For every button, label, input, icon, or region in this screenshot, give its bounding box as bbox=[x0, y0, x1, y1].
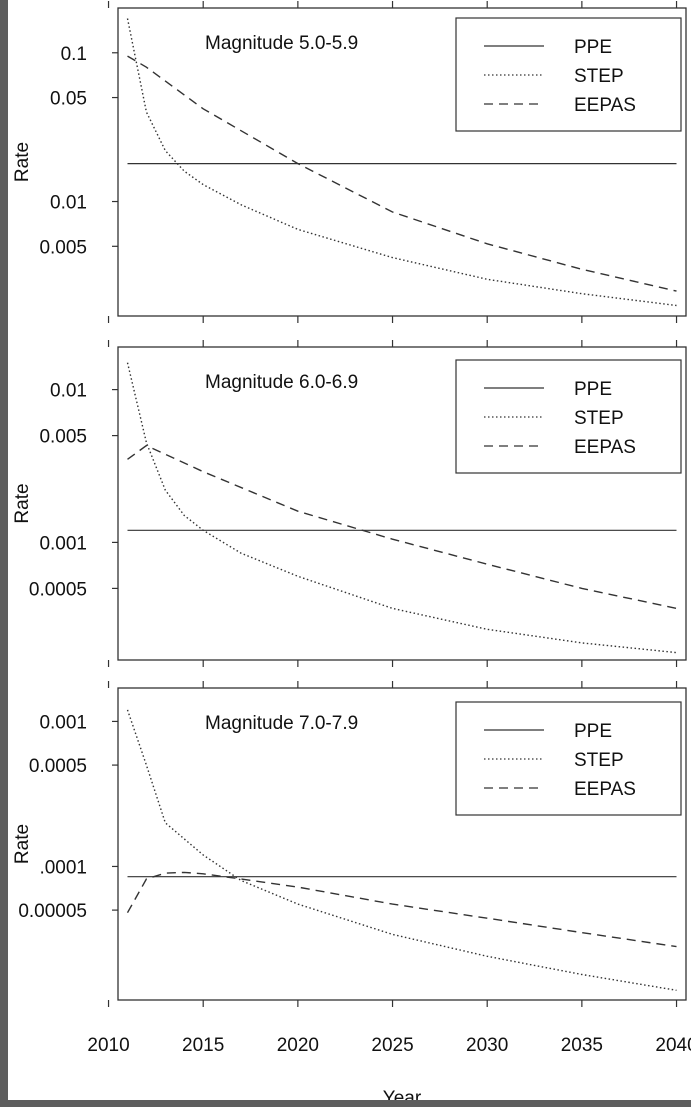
legend-label-eepas: EEPAS bbox=[574, 437, 636, 458]
y-axis-label: Rate bbox=[12, 824, 33, 864]
y-tick-label: 0.0005 bbox=[29, 579, 87, 600]
y-tick-label: 0.1 bbox=[61, 44, 87, 65]
x-tick-label: 2035 bbox=[561, 1035, 603, 1056]
y-tick-label: .0001 bbox=[39, 857, 87, 878]
y-axis-label: Rate bbox=[12, 142, 33, 182]
y-tick-label: 0.0005 bbox=[29, 756, 87, 777]
legend-box bbox=[456, 18, 681, 131]
legend: PPE STEP EEPAS bbox=[456, 360, 681, 473]
y-tick-label: 0.01 bbox=[50, 381, 87, 402]
x-tick-label: 2015 bbox=[182, 1035, 224, 1056]
legend-label-ppe: PPE bbox=[574, 379, 612, 400]
legend-label-eepas: EEPAS bbox=[574, 95, 636, 116]
series-eepas-line bbox=[128, 872, 677, 946]
legend-label-step: STEP bbox=[574, 66, 624, 87]
y-tick-label: 0.001 bbox=[39, 533, 87, 554]
y-tick-label: 0.05 bbox=[50, 89, 87, 110]
bottom-side-bar bbox=[0, 1100, 691, 1107]
x-tick-label: 2025 bbox=[371, 1035, 413, 1056]
x-tick-label: 2020 bbox=[277, 1035, 319, 1056]
left-side-bar bbox=[0, 0, 8, 1107]
y-tick-label: 0.005 bbox=[39, 427, 87, 448]
legend: PPE STEP EEPAS bbox=[456, 702, 681, 815]
panel-title: Magnitude 6.0-6.9 bbox=[205, 372, 358, 393]
legend-label-step: STEP bbox=[574, 750, 624, 771]
y-axis-label: Rate bbox=[12, 483, 33, 523]
y-tick-label: 0.001 bbox=[39, 712, 87, 733]
panel-3: 0.001 0.0005 .0001 0.00005 Rate Magnitude 7.0… bbox=[12, 681, 686, 1007]
legend-label-eepas: EEPAS bbox=[574, 779, 636, 800]
x-tick-label: 2040 bbox=[655, 1035, 691, 1056]
panel-2: 0.01 0.005 0.001 0.0005 Rate Magnitude 6.0-6.… bbox=[12, 340, 686, 667]
legend-box bbox=[456, 702, 681, 815]
legend-box bbox=[456, 360, 681, 473]
panel-title: Magnitude 5.0-5.9 bbox=[205, 33, 358, 54]
legend-label-ppe: PPE bbox=[574, 37, 612, 58]
y-tick-label: 0.005 bbox=[39, 237, 87, 258]
x-tick-label: 2030 bbox=[466, 1035, 508, 1056]
panel-1: 0.1 0.05 0.01 0.005 Rate Magnitude 5.0-5.9 PPE… bbox=[12, 1, 686, 323]
y-tick-label: 0.01 bbox=[50, 193, 87, 214]
legend: PPE STEP EEPAS bbox=[456, 18, 681, 131]
legend-label-step: STEP bbox=[574, 408, 624, 429]
y-tick-label: 0.00005 bbox=[18, 901, 87, 922]
legend-label-ppe: PPE bbox=[574, 721, 612, 742]
x-tick-label: 2010 bbox=[87, 1035, 129, 1056]
panel-title: Magnitude 7.0-7.9 bbox=[205, 713, 358, 734]
